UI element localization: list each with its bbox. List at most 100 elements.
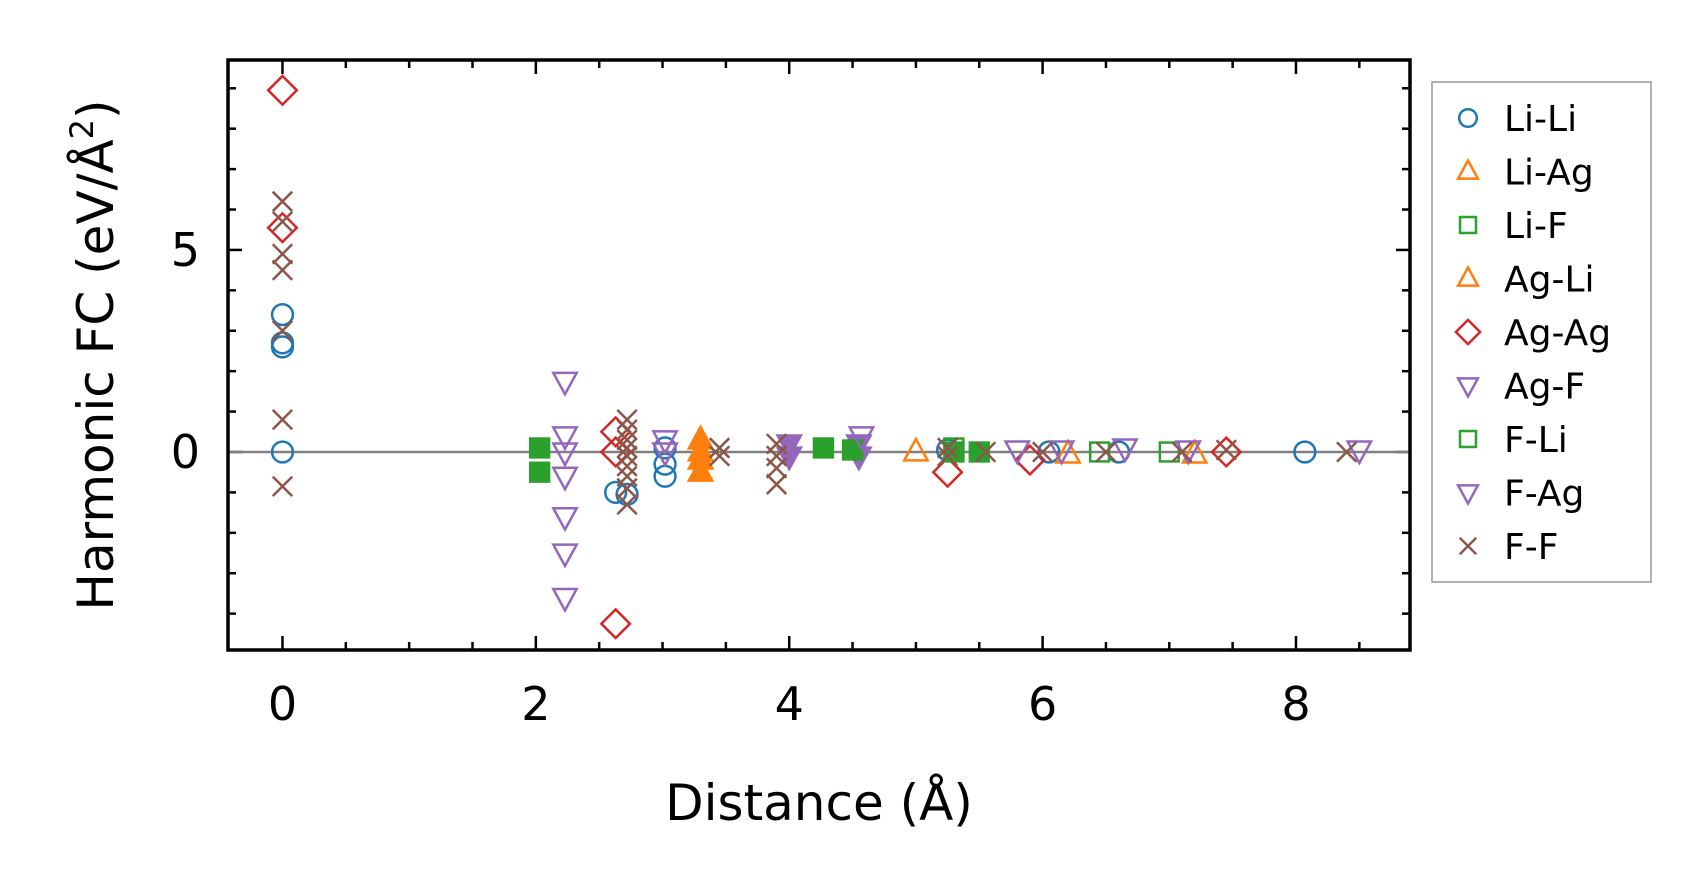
legend-item-li-ag: Li-Ag [1455, 153, 1594, 194]
data-point-ag-ag [266, 211, 299, 244]
data-point-f-f [936, 445, 959, 467]
data-point-f-ag [1111, 438, 1139, 464]
y-axis-label-superscript: 2 [63, 119, 101, 139]
series-li-ag [902, 436, 1209, 464]
y-axis-label: Harmonic FC (eV/Å2) [63, 99, 125, 610]
legend-label-f-f: F-F [1504, 527, 1558, 568]
data-point-f-li [528, 437, 551, 459]
legend-label-li-li: Li-Li [1504, 99, 1577, 140]
data-point-f-f [708, 445, 731, 467]
data-point-ag-ag [599, 607, 632, 640]
data-point-f-f [616, 409, 638, 431]
y-axis-label-close: ) [67, 99, 125, 119]
legend-marker-li-ag [1455, 157, 1481, 180]
data-point-f-f [765, 457, 788, 479]
data-point-ag-li [686, 456, 715, 482]
data-point-f-f [271, 190, 294, 213]
legend-label-ag-li: Ag-Li [1504, 260, 1595, 301]
data-point-f-f [271, 259, 294, 281]
data-point-f-f [616, 419, 638, 441]
plot-area [228, 60, 1410, 650]
data-point-li-ag [902, 436, 930, 462]
legend-marker-ag-li [1455, 264, 1481, 287]
legend-label-ag-ag: Ag-Ag [1504, 313, 1611, 354]
data-point-f-li [968, 441, 990, 463]
y-axis-label-main: Harmonic FC (eV/Å [67, 139, 125, 610]
data-point-f-ag [651, 442, 679, 468]
x-tick-label: 6 [1028, 677, 1057, 731]
data-point-f-f [271, 409, 294, 431]
x-axis-label: Distance (Å) [665, 774, 973, 832]
legend-marker-li-li [1457, 107, 1479, 129]
data-point-li-li [270, 302, 295, 327]
data-point-f-f [616, 477, 638, 499]
data-point-ag-f [775, 446, 804, 472]
data-point-f-ag [1003, 440, 1032, 466]
data-point-ag-ag [1210, 435, 1243, 469]
legend-marker-f-f [1458, 536, 1478, 556]
legend-label-f-li: F-Li [1504, 420, 1568, 461]
legend-marker-ag-f [1455, 377, 1481, 400]
tick-labels: 0 2 4 6 8 0 5 [171, 223, 1311, 731]
data-point-li-ag [1054, 438, 1082, 464]
data-point-f-f [271, 211, 294, 233]
legend-item-f-f: F-F [1458, 527, 1558, 568]
legend-item-f-li: F-Li [1458, 420, 1568, 461]
data-point-li-li [270, 440, 295, 464]
data-point-f-ag [551, 543, 579, 569]
plot-frame [226, 58, 1412, 652]
data-point-f-ag [551, 587, 579, 614]
data-point-f-f [271, 243, 294, 265]
series-f-li [528, 437, 990, 483]
data-point-f-ag [551, 371, 579, 397]
data-point-f-f [1171, 441, 1193, 463]
legend-label-li-f: Li-F [1504, 206, 1568, 247]
data-point-li-f [1158, 441, 1180, 463]
legend-label-ag-f: Ag-F [1504, 367, 1585, 408]
legend-item-f-ag: F-Ag [1455, 474, 1584, 515]
data-point-ag-f [775, 434, 804, 460]
data-point-f-ag [551, 506, 579, 533]
legend-marker-ag-ag [1454, 318, 1482, 346]
legend-item-li-li: Li-Li [1457, 99, 1577, 140]
data-point-f-f [271, 320, 294, 342]
legend-marker-li-f [1458, 215, 1478, 235]
data-point-f-ag [651, 430, 679, 456]
y-tick-label: 0 [171, 425, 200, 479]
data-point-f-ag [551, 466, 579, 492]
data-point-li-f [1088, 441, 1111, 463]
data-point-f-f [616, 455, 638, 477]
x-tick-label: 8 [1281, 677, 1310, 731]
legend-box [1431, 81, 1652, 583]
series-f-f [271, 190, 1358, 516]
data-point-f-ag [1345, 440, 1374, 466]
data-point-f-f [936, 437, 959, 459]
data-point-ag-ag [931, 456, 964, 489]
legend-item-ag-ag: Ag-Ag [1454, 313, 1611, 354]
legend-label-li-ag: Li-Ag [1504, 153, 1594, 194]
data-point-f-f [765, 473, 788, 495]
legend: Li-Li Li-Ag Li-F Ag-Li Ag-Ag Ag-F F-Li F-Ag F-F [1431, 81, 1652, 583]
y-tick-label: 5 [171, 223, 200, 277]
data-point-li-li [604, 480, 628, 505]
data-point-f-f [1031, 441, 1054, 463]
data-point-ag-ag [266, 74, 299, 107]
x-tick-label: 4 [775, 677, 804, 731]
data-point-f-f [974, 441, 997, 463]
data-point-f-ag [551, 442, 579, 468]
data-point-f-f [616, 429, 638, 451]
data-point-f-ag [1047, 440, 1076, 466]
data-point-f-f [616, 493, 638, 516]
x-tick-label: 2 [521, 677, 550, 731]
legend-marker-f-ag [1455, 484, 1481, 507]
data-points [266, 74, 1374, 640]
data-point-f-f [1215, 439, 1237, 461]
data-point-f-f [271, 475, 294, 497]
data-point-f-ag [847, 426, 876, 452]
data-point-f-li [812, 437, 835, 459]
data-point-li-li [1293, 440, 1317, 464]
legend-label-f-ag: F-Ag [1504, 474, 1584, 515]
legend-marker-f-li [1458, 429, 1478, 449]
x-tick-label: 0 [268, 677, 297, 731]
